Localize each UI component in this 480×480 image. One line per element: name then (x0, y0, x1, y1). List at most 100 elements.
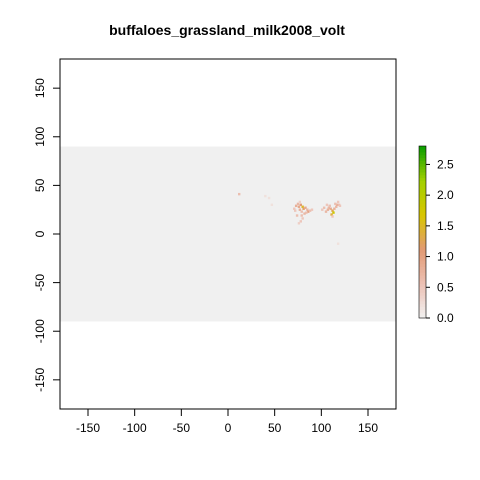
raster-cell (238, 192, 241, 196)
legend-color-step (419, 252, 426, 256)
y-axis: -150 -100 -50 0 50 100 150 (33, 78, 61, 392)
legend-tick-label: 0.5 (437, 280, 454, 294)
legend-color-step (419, 183, 426, 187)
raster-cell (338, 204, 342, 208)
raster-cell (267, 196, 271, 200)
legend-color-step (419, 203, 426, 207)
legend-color-step (419, 303, 426, 308)
raster-cell (336, 200, 340, 204)
legend-color-step (419, 283, 426, 288)
raster-cell (300, 210, 303, 213)
legend-color-step (419, 220, 426, 224)
raster-cell (325, 203, 329, 207)
raster-cell (336, 203, 339, 207)
legend-color-step (419, 177, 426, 181)
legend-color-step (419, 315, 426, 319)
y-tick-label: 100 (33, 126, 47, 146)
raster-cell (270, 203, 274, 207)
raster-cell (334, 202, 337, 206)
raster-cell (299, 220, 302, 223)
x-tick-label: 50 (268, 421, 282, 435)
raster-cell (328, 204, 331, 208)
y-tick-label: 50 (33, 178, 47, 192)
raster-cell (330, 213, 333, 216)
legend-color-step (419, 211, 426, 216)
legend-color-step (419, 292, 426, 296)
legend-frame (418, 145, 427, 319)
raster-cell (264, 194, 267, 198)
legend-color-step (419, 223, 426, 227)
raster-cell (331, 215, 334, 218)
legend-color-step (419, 163, 426, 167)
legend-color-step (419, 300, 426, 305)
x-tick-label: 100 (311, 421, 331, 435)
raster-cell (332, 211, 335, 214)
legend-color-step (419, 174, 426, 179)
raster-cell (308, 209, 312, 212)
legend-color-step (419, 200, 426, 204)
legend-color-step (419, 148, 426, 153)
legend-color-step (419, 243, 426, 247)
legend-color-step (419, 277, 426, 282)
legend-color-step (419, 286, 426, 290)
x-tick-label: -150 (76, 421, 100, 435)
x-tick-label: -100 (123, 421, 147, 435)
x-tick-label: 150 (358, 421, 378, 435)
legend-color-step (419, 189, 426, 193)
legend-tick-label: 2.0 (437, 188, 454, 202)
legend-color-step (419, 197, 426, 202)
y-tick-label: -150 (33, 368, 47, 392)
legend-color-step (419, 171, 426, 176)
legend-color-step (419, 232, 426, 236)
legend-color-step (419, 186, 426, 190)
raster-cell (301, 217, 304, 220)
legend-color-step (419, 206, 426, 210)
raster-cell (306, 208, 309, 211)
legend-color-step (419, 146, 426, 150)
y-tick-label: -50 (33, 274, 47, 292)
legend-color-step (419, 234, 426, 239)
raster-cell (329, 207, 332, 210)
raster-cell (304, 206, 307, 209)
legend-color-step (419, 180, 426, 184)
legend-color-step (419, 272, 426, 276)
y-tick-label: 150 (33, 78, 47, 98)
raster-cell (335, 205, 338, 208)
raster-cell (331, 209, 334, 212)
raster-cell (294, 204, 298, 208)
chart-title: buffaloes_grassland_milk2008_volt (109, 22, 345, 38)
raster-cell (300, 214, 303, 217)
legend-color-step (419, 254, 426, 259)
legend-tick-label: 2.5 (437, 157, 454, 171)
legend-color-step (419, 297, 426, 302)
legend-color-step (419, 309, 426, 313)
raster-cell (294, 209, 297, 212)
x-tick-label: 0 (225, 421, 232, 435)
legend-color-step (419, 295, 426, 299)
raster-cell (295, 214, 299, 217)
legend-color-step (419, 269, 426, 273)
raster-cell (310, 208, 314, 211)
legend-tick-label: 0.0 (437, 311, 454, 325)
raster-cell (307, 210, 310, 213)
legend-color-step (419, 280, 426, 285)
y-tick-label: 0 (33, 230, 47, 237)
raster-cell (297, 222, 301, 225)
raster-cell (297, 205, 301, 208)
raster-cell (293, 207, 296, 210)
raster-cell (302, 207, 305, 210)
raster-cell (327, 206, 330, 209)
legend-color-step (419, 257, 426, 262)
y-tick-label: -100 (33, 319, 47, 343)
raster-cell (326, 208, 330, 211)
raster-cell (301, 205, 304, 208)
legend-color-step (419, 157, 426, 161)
x-tick-label: -50 (173, 421, 191, 435)
legend-color-step (419, 191, 426, 196)
legend-color-step (419, 194, 426, 199)
raster-cell (298, 200, 302, 204)
legend-tick-label: 1.5 (437, 219, 454, 233)
legend-color-step (419, 289, 426, 293)
legend-color-step (419, 275, 426, 279)
